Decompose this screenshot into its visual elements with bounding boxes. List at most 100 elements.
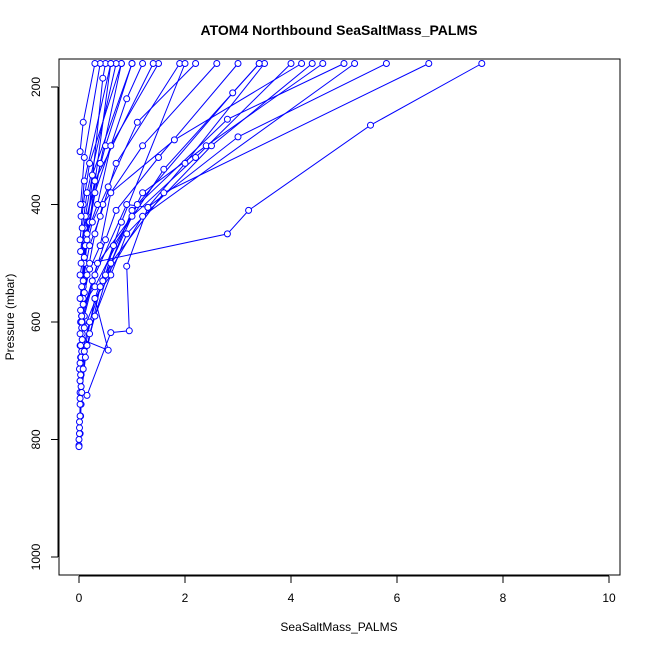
data-point-8-6 xyxy=(382,60,390,67)
data-point-26-1 xyxy=(86,318,94,326)
data-point-28-1 xyxy=(79,365,87,373)
data-point-26-3 xyxy=(133,201,141,208)
data-point-19-0 xyxy=(77,212,85,220)
data-point-29-0 xyxy=(76,418,83,426)
data-point-19-1 xyxy=(80,177,88,185)
data-point-24-0 xyxy=(80,324,88,332)
data-point-10-2 xyxy=(102,236,109,244)
data-point-27-4 xyxy=(208,142,215,150)
series-line-26 xyxy=(80,63,260,358)
data-point-4-5 xyxy=(83,236,91,244)
data-point-28-5 xyxy=(425,60,433,67)
data-point-10-3 xyxy=(112,206,120,214)
data-point-22-4 xyxy=(319,60,327,67)
data-point-14-3 xyxy=(107,142,115,150)
data-point-3-1 xyxy=(76,424,83,432)
data-point-5-6 xyxy=(181,159,189,167)
data-point-6-5 xyxy=(128,206,136,214)
data-point-13-2 xyxy=(96,212,104,220)
y-tick-label-0: 200 xyxy=(29,77,43,97)
data-point-1-8 xyxy=(123,95,131,103)
data-point-10-1 xyxy=(88,277,96,285)
data-point-12-1 xyxy=(80,253,88,261)
data-point-18-0 xyxy=(78,224,86,232)
data-point-15-0 xyxy=(77,259,85,267)
data-point-5-4 xyxy=(123,262,131,270)
data-point-10-4 xyxy=(155,154,162,161)
data-point-22-2 xyxy=(139,189,147,197)
data-point-8-0 xyxy=(77,342,85,349)
data-point-28-2 xyxy=(86,330,94,338)
data-point-23-4 xyxy=(287,60,295,67)
data-point-27-1 xyxy=(83,342,91,349)
data-point-24-2 xyxy=(110,242,117,250)
data-point-9-3 xyxy=(96,242,104,250)
data-point-11-0 xyxy=(77,306,85,314)
data-point-7-4 xyxy=(223,230,231,238)
data-point-9-4 xyxy=(107,189,115,197)
data-point-26-2 xyxy=(99,277,107,285)
data-point-8-3 xyxy=(123,201,131,208)
data-point-22-0 xyxy=(79,300,87,308)
data-point-25-1 xyxy=(104,346,112,354)
data-point-8-5 xyxy=(234,133,242,141)
data-point-28-4 xyxy=(160,189,168,197)
data-point-9-6 xyxy=(298,60,306,67)
series-line-5 xyxy=(79,63,265,397)
x-tick-label-0: 0 xyxy=(76,591,83,605)
data-point-17-2 xyxy=(86,159,94,167)
data-point-13-3 xyxy=(112,159,120,167)
plot-frame xyxy=(58,58,621,576)
data-point-8-2 xyxy=(91,271,99,279)
data-point-5-2 xyxy=(107,329,115,337)
x-tick-label-3: 6 xyxy=(394,591,401,605)
data-point-27-0 xyxy=(77,371,85,379)
y-tick-label-3: 800 xyxy=(29,429,43,449)
data-point-21-2 xyxy=(91,60,99,67)
data-point-19-2 xyxy=(107,60,115,67)
data-point-27-2 xyxy=(91,312,99,320)
data-point-11-5 xyxy=(213,60,221,67)
plot-points xyxy=(75,60,486,451)
chart-title: ATOM4 Northbound SeaSaltMass_PALMS xyxy=(201,22,478,38)
x-tick-label-5: 10 xyxy=(602,591,616,605)
data-point-5-1 xyxy=(83,391,91,399)
data-point-2-7 xyxy=(99,74,107,82)
data-point-28-3 xyxy=(107,259,115,267)
data-point-6-7 xyxy=(340,60,348,67)
data-point-15-3 xyxy=(149,60,157,67)
data-point-2-5 xyxy=(79,277,87,285)
data-point-11-1 xyxy=(83,271,91,279)
data-point-23-3 xyxy=(192,154,200,161)
data-point-27-3 xyxy=(123,230,131,238)
data-point-20-1 xyxy=(80,154,88,161)
data-point-23-1 xyxy=(94,259,101,267)
x-axis: 0 2 4 6 8 10 xyxy=(76,575,616,605)
data-point-5-3 xyxy=(125,327,133,335)
data-point-29-2 xyxy=(81,353,89,361)
data-point-29-5 xyxy=(351,60,359,67)
data-point-24-3 xyxy=(160,165,168,173)
data-point-4-1 xyxy=(77,383,85,391)
x-tick-label-2: 4 xyxy=(288,591,295,605)
data-point-4-0 xyxy=(76,412,84,420)
data-point-26-5 xyxy=(255,60,263,67)
data-point-8-4 xyxy=(144,203,152,211)
data-point-26-4 xyxy=(229,89,237,97)
data-point-9-5 xyxy=(170,136,178,144)
data-point-18-1 xyxy=(83,189,91,197)
data-point-21-1 xyxy=(79,118,87,126)
data-point-9-2 xyxy=(86,265,94,273)
y-axis-label: Pressure (mbar) xyxy=(3,274,17,361)
data-point-9-0 xyxy=(76,330,84,338)
data-point-1-7 xyxy=(91,189,99,197)
data-point-16-2 xyxy=(88,171,96,179)
data-point-2-1 xyxy=(76,400,84,408)
y-tick-label-2: 600 xyxy=(29,312,43,332)
data-point-6-0 xyxy=(76,377,84,385)
data-point-21-0 xyxy=(76,148,84,156)
data-point-25-4 xyxy=(181,60,189,67)
x-tick-label-4: 8 xyxy=(500,591,507,605)
data-point-25-3 xyxy=(117,218,125,226)
